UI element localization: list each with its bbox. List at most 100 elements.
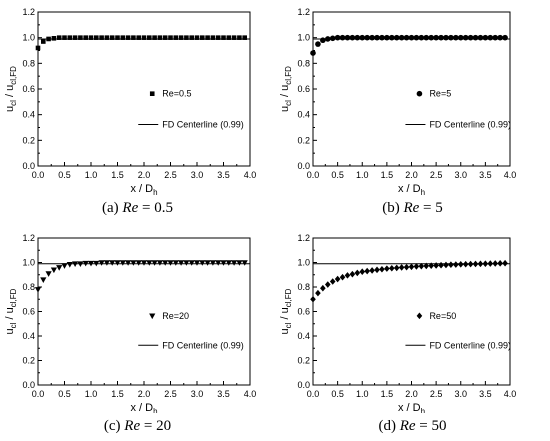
data-point [241, 260, 248, 266]
caption-re: Re [399, 418, 416, 434]
data-point [389, 264, 395, 272]
data-point [215, 260, 222, 266]
data-point [487, 260, 494, 267]
data-point [315, 41, 321, 47]
data-point [344, 34, 351, 41]
y-tick-label: 0.4 [297, 331, 310, 341]
data-point [369, 267, 375, 274]
caption-c: (c) Re = 20 [0, 418, 275, 435]
legend-series-label: Re=0.5 [162, 89, 191, 99]
x-tick-label: 3.0 [454, 389, 467, 399]
x-tick-label: 3.0 [454, 170, 467, 180]
data-point [467, 34, 474, 41]
data-point [472, 34, 479, 41]
y-tick-label: 0.2 [22, 356, 35, 366]
x-tick-label: 1.5 [381, 170, 394, 180]
x-tick-label: 0.5 [58, 389, 71, 399]
data-point [423, 34, 430, 41]
caption-value: = 5 [419, 200, 443, 216]
y-tick-label: 1.0 [297, 33, 310, 43]
caption-label: (a) [102, 200, 123, 216]
caption-b: (b) Re = 5 [275, 200, 550, 217]
caption-value: = 20 [140, 418, 172, 434]
data-point [384, 34, 390, 41]
data-point [502, 259, 508, 267]
data-point [87, 260, 95, 267]
data-point [82, 260, 89, 267]
y-tick-label: 0.2 [297, 356, 310, 366]
data-point [349, 270, 356, 278]
x-tick-label: 3.0 [191, 170, 204, 180]
data-point [477, 260, 484, 268]
x-tick-label: 1.0 [85, 170, 98, 180]
data-point [344, 272, 351, 279]
x-tick-label: 0.5 [58, 170, 71, 180]
data-point [62, 35, 67, 40]
data-point [477, 34, 484, 41]
y-tick-label: 0.6 [297, 307, 310, 317]
data-point [119, 260, 126, 266]
x-axis-label: x / Dh [130, 183, 157, 195]
data-point [497, 34, 503, 41]
x-axis-label: x / Dh [398, 183, 425, 195]
data-point [236, 260, 243, 266]
y-tick-label: 1.2 [297, 7, 310, 17]
data-point [492, 34, 499, 41]
x-tick-label: 2.0 [405, 389, 418, 399]
data-point [379, 34, 385, 41]
data-point [178, 35, 184, 40]
caption-re: Re [124, 418, 141, 434]
data-point [173, 35, 179, 40]
data-point [188, 260, 195, 266]
data-point [393, 264, 400, 272]
caption-label: (b) [382, 200, 404, 216]
data-point [162, 260, 169, 266]
data-point [310, 295, 316, 303]
data-point [492, 260, 499, 267]
data-point [457, 34, 464, 41]
y-tick-label: 0.6 [22, 84, 35, 94]
data-point [242, 35, 247, 40]
plot-frame [37, 237, 251, 386]
data-point [141, 35, 147, 40]
y-tick-label: 0.2 [297, 135, 310, 145]
y-tick-label: 1.0 [297, 258, 310, 268]
x-tick-label: 1.5 [381, 389, 394, 399]
caption-re: Re [122, 200, 139, 216]
y-tick-label: 0.0 [297, 380, 310, 390]
data-point [194, 35, 200, 40]
data-point [359, 34, 366, 41]
y-tick-label: 1.2 [22, 7, 35, 17]
data-point [156, 260, 163, 266]
data-point [168, 35, 173, 40]
data-point [167, 260, 174, 266]
data-point [457, 261, 464, 268]
x-tick-label: 3.5 [217, 389, 230, 399]
x-tick-label: 1.0 [356, 389, 369, 399]
legend-marker [149, 91, 155, 96]
y-tick-label: 1.2 [22, 233, 35, 243]
y-tick-label: 0.6 [297, 84, 310, 94]
data-point [364, 267, 370, 275]
data-point [379, 265, 385, 273]
caption-d: (d) Re = 50 [275, 418, 550, 435]
y-axis-label: ucl / ucl,FD [4, 288, 18, 334]
data-point [125, 35, 131, 40]
legend-fd-label: FD Centerline (0.99) [429, 340, 511, 350]
legend-fd-label: FD Centerline (0.99) [162, 340, 244, 350]
y-tick-label: 0.0 [297, 161, 310, 171]
data-point [104, 35, 110, 40]
data-point [497, 260, 503, 267]
data-point [413, 34, 420, 41]
data-point [93, 260, 100, 267]
y-tick-label: 0.0 [22, 380, 35, 390]
data-point [438, 261, 444, 269]
x-tick-label: 2.0 [138, 389, 151, 399]
data-point [51, 36, 57, 41]
legend-series-label: Re=50 [429, 311, 456, 321]
data-point [146, 260, 153, 266]
data-point [315, 289, 321, 297]
legend-fd-label: FD Centerline (0.99) [162, 120, 244, 130]
data-point [193, 260, 201, 266]
x-tick-label: 1.5 [111, 170, 124, 180]
